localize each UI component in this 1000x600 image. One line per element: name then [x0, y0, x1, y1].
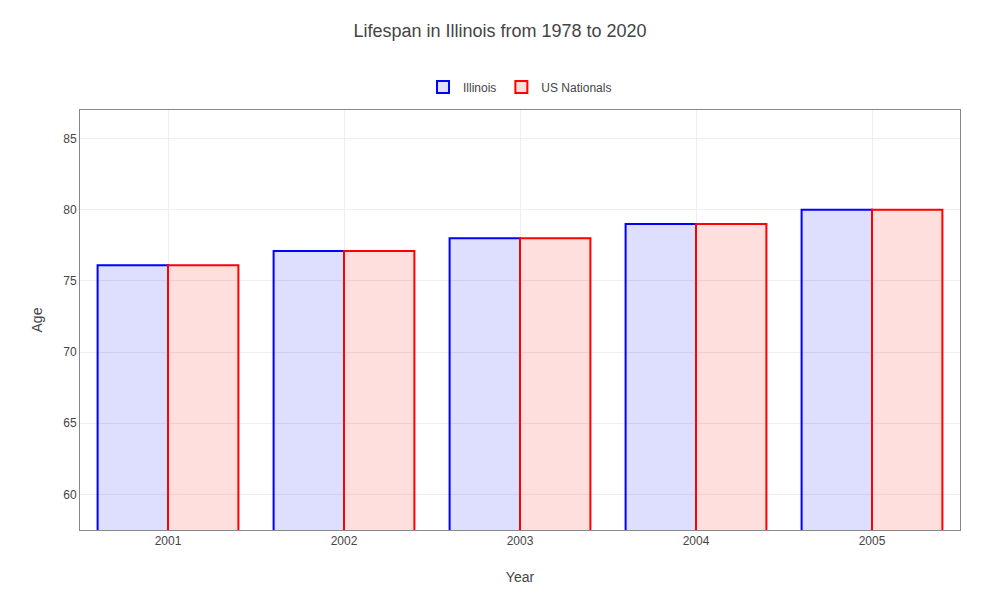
- svg-text:Illinois: Illinois: [463, 81, 496, 95]
- svg-text:2002: 2002: [331, 534, 358, 548]
- svg-text:Year: Year: [506, 569, 535, 585]
- svg-text:2005: 2005: [859, 534, 886, 548]
- svg-text:60: 60: [63, 488, 77, 502]
- svg-text:US Nationals: US Nationals: [541, 81, 611, 95]
- svg-text:2001: 2001: [155, 534, 182, 548]
- svg-text:2003: 2003: [507, 534, 534, 548]
- svg-text:70: 70: [63, 345, 77, 359]
- svg-text:65: 65: [63, 416, 77, 430]
- svg-text:Age: Age: [29, 307, 45, 332]
- svg-text:75: 75: [63, 274, 77, 288]
- svg-text:Lifespan in Illinois from 1978: Lifespan in Illinois from 1978 to 2020: [353, 21, 646, 41]
- svg-text:85: 85: [63, 132, 77, 146]
- svg-text:80: 80: [63, 203, 77, 217]
- svg-text:2004: 2004: [683, 534, 710, 548]
